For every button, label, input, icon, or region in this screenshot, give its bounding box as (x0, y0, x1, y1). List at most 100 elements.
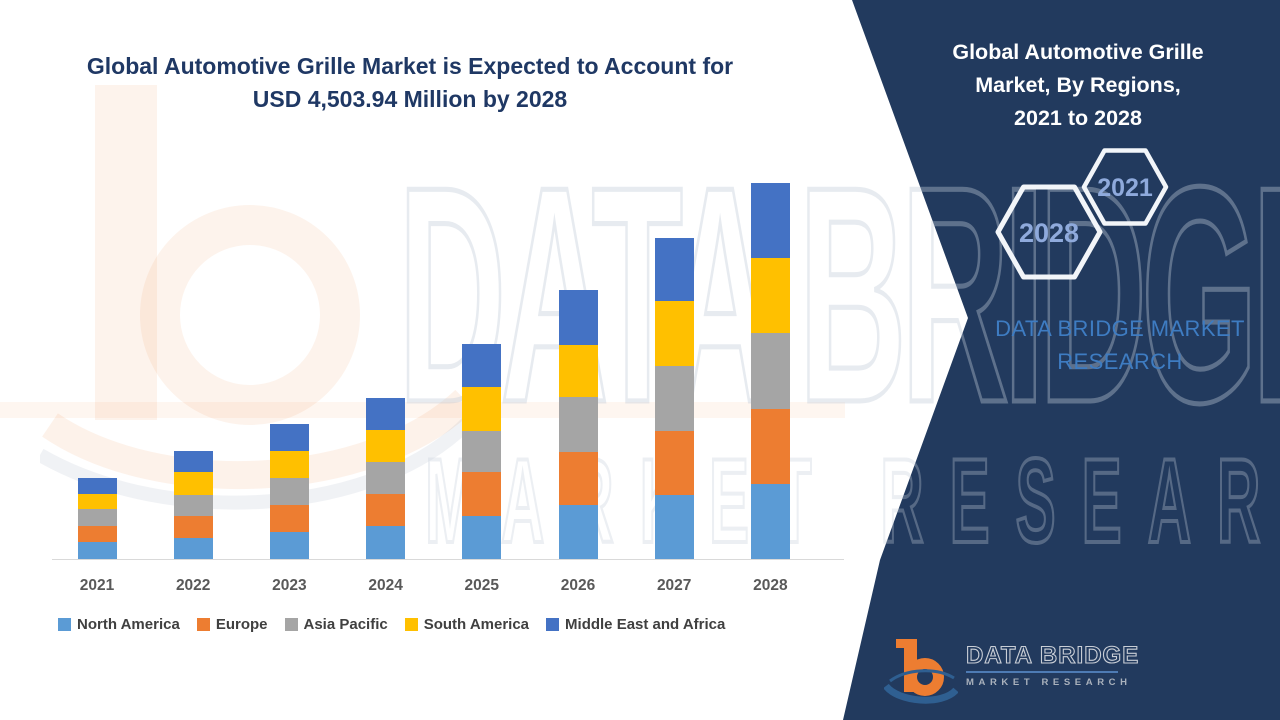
x-axis-label-2022: 2022 (175, 577, 211, 594)
background-logo-watermark (40, 85, 470, 510)
bar-segment-europe-2021 (77, 525, 117, 542)
panel-title-line3: 2021 to 2028 (1014, 106, 1142, 130)
company-logo-name: DATA BRIDGE (965, 642, 1140, 669)
bar-segment-south-america-2024 (366, 430, 406, 463)
company-logo-text: DATA BRIDGE MARKET RESEARCH (965, 634, 1140, 688)
stacked-bar-2024 (366, 398, 406, 559)
bar-segment-middle-east-and-africa-2021 (77, 477, 117, 494)
bar-segment-asia-pacific-2028 (750, 333, 790, 410)
company-logo: DATA BRIDGE MARKET RESEARCH (884, 634, 1139, 708)
legend-item-north-america: North America (58, 616, 180, 633)
bar-segment-south-america-2023 (269, 451, 309, 479)
bar-segment-south-america-2022 (173, 471, 213, 495)
bar-segment-north-america-2028 (750, 484, 790, 559)
watermark-logo-bowl (140, 205, 360, 425)
x-axis-label-2027: 2027 (656, 577, 692, 594)
panel-brand-watermark-line1: DATA BRIDGE MARKET (995, 316, 1245, 341)
company-logo-divider (966, 671, 1118, 673)
bar-segment-north-america-2025 (462, 516, 502, 559)
company-logo-subtitle: MARKET RESEARCH (966, 677, 1132, 688)
bar-segment-europe-2027 (654, 430, 694, 495)
bar-segment-south-america-2028 (750, 258, 790, 334)
logo-swoosh-top (889, 669, 955, 683)
legend-label: Asia Pacific (303, 616, 388, 633)
bar-segment-south-america-2021 (77, 493, 117, 509)
bar-segment-asia-pacific-2027 (654, 365, 694, 431)
legend-item-middle-east-and-africa: Middle East and Africa (546, 616, 725, 633)
legend-swatch-icon (284, 618, 298, 631)
bar-segment-europe-2024 (366, 494, 406, 527)
bar-segment-north-america-2024 (366, 526, 406, 559)
legend-label: North America (77, 616, 180, 633)
x-axis-label-2024: 2024 (368, 577, 403, 594)
legend-swatch-icon (196, 618, 210, 631)
bar-segment-asia-pacific-2022 (173, 494, 213, 516)
bar-segment-middle-east-and-africa-2024 (366, 398, 406, 431)
bar-segment-north-america-2023 (269, 532, 309, 559)
bar-segment-middle-east-and-africa-2025 (462, 344, 502, 388)
bar-segment-south-america-2027 (654, 300, 694, 366)
x-axis-label-2028: 2028 (753, 577, 788, 594)
legend-item-europe: Europe (196, 616, 268, 633)
logo-swoosh-bottom (884, 683, 958, 704)
legend-swatch-icon (404, 618, 418, 631)
logo-b-bowl (906, 658, 944, 696)
panel-title: Global Automotive Grille Market, By Regi… (900, 36, 1256, 135)
panel-brand-watermark: DATA BRIDGE MARKET RESEARCH (955, 312, 1280, 378)
bar-segment-middle-east-and-africa-2022 (173, 450, 213, 472)
stacked-bar-2022 (173, 450, 213, 559)
bar-segment-europe-2023 (269, 505, 309, 533)
bar-segment-asia-pacific-2025 (462, 431, 502, 473)
bar-segment-asia-pacific-2023 (269, 478, 309, 506)
bar-segment-north-america-2027 (654, 494, 694, 559)
x-axis-line (52, 559, 844, 560)
stacked-bar-2021 (77, 477, 117, 559)
bar-segment-asia-pacific-2026 (558, 396, 598, 452)
watermark-salmon-band (0, 402, 845, 418)
bar-segment-europe-2022 (173, 515, 213, 538)
chart-title-line1: Global Automotive Grille Market is Expec… (86, 53, 734, 79)
bar-segment-asia-pacific-2021 (77, 508, 117, 526)
bar-segment-south-america-2025 (462, 387, 502, 432)
stacked-bar-2023 (269, 424, 309, 559)
stacked-bar-2028 (750, 183, 790, 559)
bar-segment-europe-2026 (558, 451, 598, 505)
bar-segment-north-america-2021 (77, 541, 117, 559)
bar-segment-middle-east-and-africa-2023 (269, 424, 309, 452)
legend-item-south-america: South America (404, 616, 530, 633)
stacked-bar-2026 (558, 289, 598, 559)
bar-segment-middle-east-and-africa-2028 (750, 183, 790, 259)
bar-segment-middle-east-and-africa-2026 (558, 289, 598, 345)
panel-title-line1: Global Automotive Grille (952, 40, 1204, 64)
year-hexagons: 2028 2021 (995, 148, 1169, 280)
legend-swatch-icon (546, 618, 560, 631)
legend-item-asia-pacific: Asia Pacific (284, 616, 388, 633)
panel-brand-watermark-line2: RESEARCH (1057, 349, 1183, 374)
watermark-logo-stem (95, 85, 157, 420)
legend-label: South America (423, 616, 530, 633)
x-axis-label-2021: 2021 (79, 577, 115, 594)
x-axis-label-2026: 2026 (560, 577, 596, 594)
bar-segment-asia-pacific-2024 (366, 462, 406, 495)
legend-label: Middle East and Africa (565, 616, 726, 633)
bar-segment-europe-2028 (750, 409, 790, 485)
hexagon-2021-label: 2021 (1097, 174, 1153, 202)
chart-title-line2: USD 4,503.94 Million by 2028 (252, 86, 568, 112)
bar-segment-north-america-2026 (558, 504, 598, 559)
bar-segment-north-america-2022 (173, 537, 213, 559)
hexagon-2028 (995, 184, 1103, 280)
hexagon-2021 (1081, 148, 1169, 226)
x-axis-label-2025: 2025 (464, 577, 500, 594)
bar-segment-europe-2025 (462, 472, 502, 516)
legend-label: Europe (215, 616, 268, 633)
bar-segment-middle-east-and-africa-2027 (654, 237, 694, 301)
panel-title-line2: Market, By Regions, (975, 73, 1181, 97)
x-axis-label-2023: 2023 (272, 577, 307, 594)
stacked-bar-2027 (654, 237, 694, 559)
bar-segment-south-america-2026 (558, 344, 598, 397)
company-logo-mark-icon (884, 639, 958, 704)
watermark-logo-swoosh-orange (42, 389, 470, 490)
hexagon-2028-label: 2028 (1019, 218, 1079, 248)
chart-title: Global Automotive Grille Market is Expec… (55, 50, 765, 116)
